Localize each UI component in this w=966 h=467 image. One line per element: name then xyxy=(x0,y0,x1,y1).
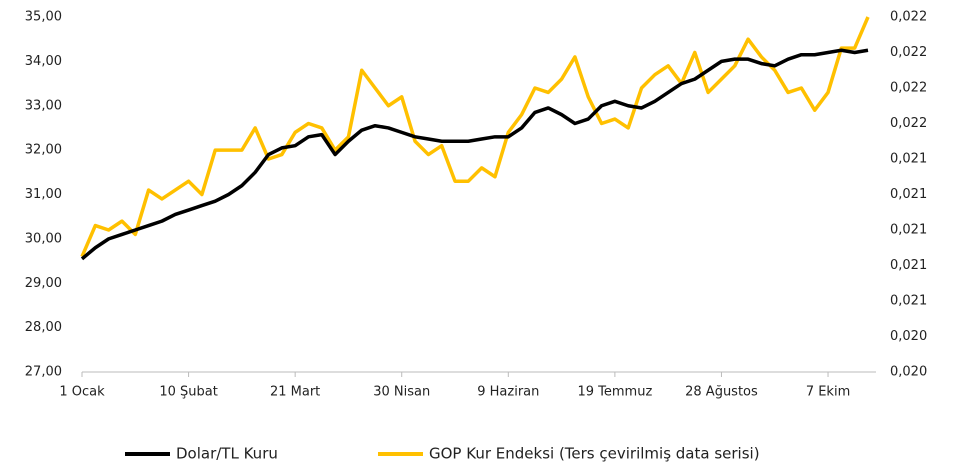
y2-tick-label: 0,020 xyxy=(890,329,927,344)
y-tick-label: 35,00 xyxy=(25,10,62,25)
y2-tick-label: 0,021 xyxy=(890,152,927,167)
x-tick-label: 30 Nisan xyxy=(373,385,430,400)
y2-tick-label: 0,022 xyxy=(890,81,927,96)
x-tick-label: 21 Mart xyxy=(270,385,320,400)
y-tick-label: 33,00 xyxy=(25,98,62,113)
x-tick-label: 1 Ocak xyxy=(59,385,105,400)
y2-tick-label: 0,021 xyxy=(890,187,927,202)
y-tick-label: 27,00 xyxy=(25,365,62,380)
y-tick-label: 28,00 xyxy=(25,320,62,335)
line-series xyxy=(80,16,870,258)
y-tick-label: 29,00 xyxy=(25,276,62,291)
y-tick-label: 34,00 xyxy=(25,54,62,69)
y-tick-label: 32,00 xyxy=(25,143,62,158)
y-tick-label: 31,00 xyxy=(25,187,62,202)
x-tick-label: 7 Ekim xyxy=(806,385,850,400)
x-tick-label: 28 Ağustos xyxy=(685,385,758,400)
legend-label: Dolar/TL Kuru xyxy=(176,445,278,463)
legend-label: GOP Kur Endeksi (Ters çevirilmiş data se… xyxy=(429,445,760,463)
y2-tick-label: 0,020 xyxy=(890,365,927,380)
y2-tick-label: 0,021 xyxy=(890,223,927,238)
line-series xyxy=(80,48,869,261)
y-tick-label: 30,00 xyxy=(25,231,62,246)
y2-tick-label: 0,022 xyxy=(890,10,927,25)
y2-tick-label: 0,021 xyxy=(890,258,927,273)
x-tick-label: 10 Şubat xyxy=(159,385,217,400)
x-tick-label: 19 Temmuz xyxy=(577,385,652,400)
y2-tick-label: 0,022 xyxy=(890,45,927,60)
x-tick-label: 9 Haziran xyxy=(477,385,539,400)
y2-tick-label: 0,022 xyxy=(890,116,927,131)
y2-tick-label: 0,021 xyxy=(890,294,927,309)
